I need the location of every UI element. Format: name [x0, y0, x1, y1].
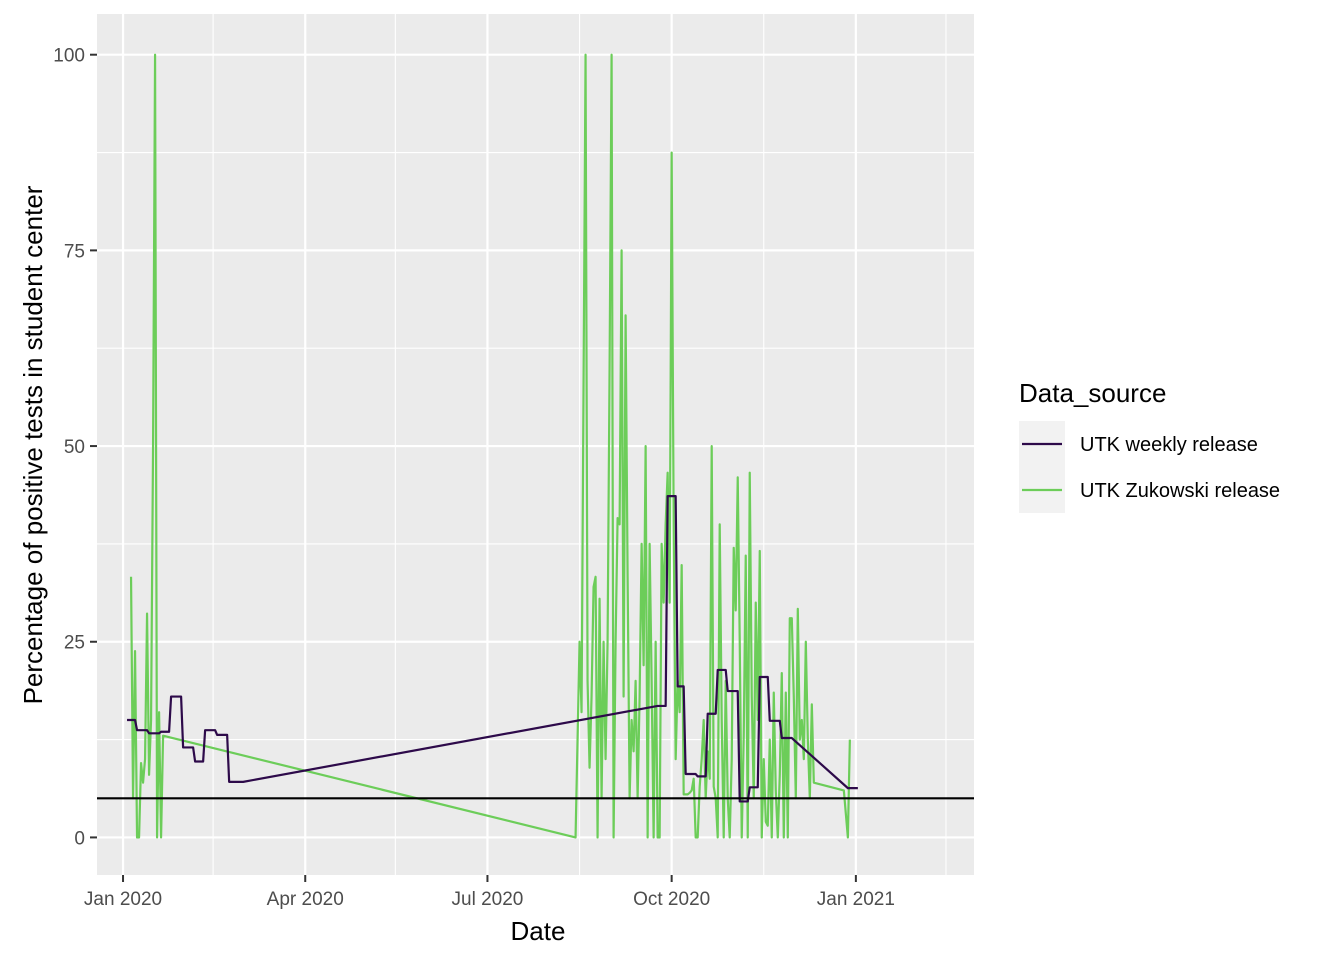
plot-panel — [97, 14, 974, 875]
x-tick-label: Apr 2020 — [267, 889, 344, 910]
legend: Data_source UTK weekly release UTK Zukow… — [1019, 378, 1280, 513]
y-tick-label: 0 — [74, 828, 85, 849]
minor-gridlines — [97, 14, 974, 875]
major-gridlines — [97, 14, 974, 875]
x-axis: Jan 2020 Apr 2020 Jul 2020 Oct 2020 Jan 2021 — [84, 875, 895, 910]
x-tick-label: Jul 2020 — [452, 889, 524, 910]
y-tick-label: 100 — [53, 46, 85, 67]
y-tick-label: 75 — [64, 241, 85, 262]
legend-title: Data_source — [1019, 378, 1166, 408]
y-tick-label: 50 — [64, 437, 85, 458]
series-layer — [127, 53, 858, 839]
x-tick-label: Jan 2021 — [817, 889, 895, 910]
y-axis-title: Percentage of positive tests in student … — [18, 185, 48, 704]
y-axis: 0 25 50 75 100 — [53, 46, 97, 849]
legend-label-weekly-release: UTK weekly release — [1080, 434, 1258, 456]
series-line-utk-weekly-release — [127, 495, 858, 803]
legend-label-zukowski-release: UTK Zukowski release — [1080, 480, 1280, 502]
series-line-utk-zukowski-release — [129, 53, 851, 839]
y-tick-label: 25 — [64, 633, 85, 654]
x-axis-title: Date — [511, 916, 566, 946]
x-tick-label: Jan 2020 — [84, 889, 162, 910]
x-tick-label: Oct 2020 — [633, 889, 710, 910]
